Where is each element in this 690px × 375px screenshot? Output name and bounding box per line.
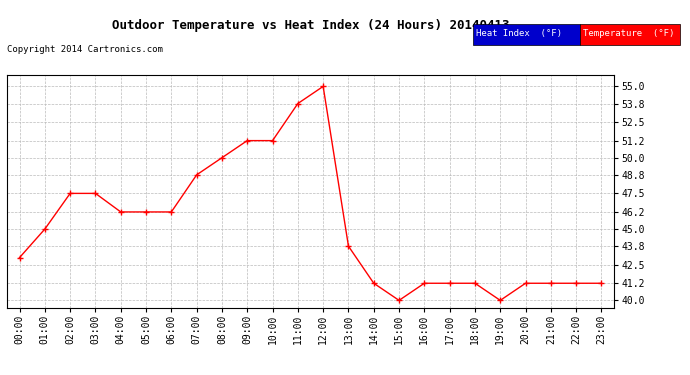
- Text: Copyright 2014 Cartronics.com: Copyright 2014 Cartronics.com: [7, 45, 163, 54]
- Text: Temperature  (°F): Temperature (°F): [583, 29, 674, 38]
- Text: Outdoor Temperature vs Heat Index (24 Hours) 20140413: Outdoor Temperature vs Heat Index (24 Ho…: [112, 19, 509, 32]
- Text: Heat Index  (°F): Heat Index (°F): [476, 29, 562, 38]
